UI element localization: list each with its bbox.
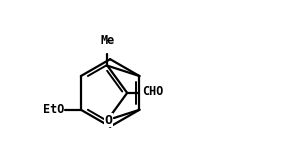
Text: CHO: CHO: [142, 85, 164, 98]
Text: Me: Me: [100, 34, 114, 47]
Text: O: O: [104, 114, 112, 127]
Text: EtO: EtO: [42, 103, 64, 116]
